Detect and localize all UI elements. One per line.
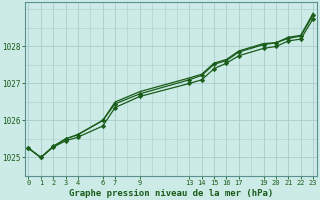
X-axis label: Graphe pression niveau de la mer (hPa): Graphe pression niveau de la mer (hPa) (69, 189, 273, 198)
